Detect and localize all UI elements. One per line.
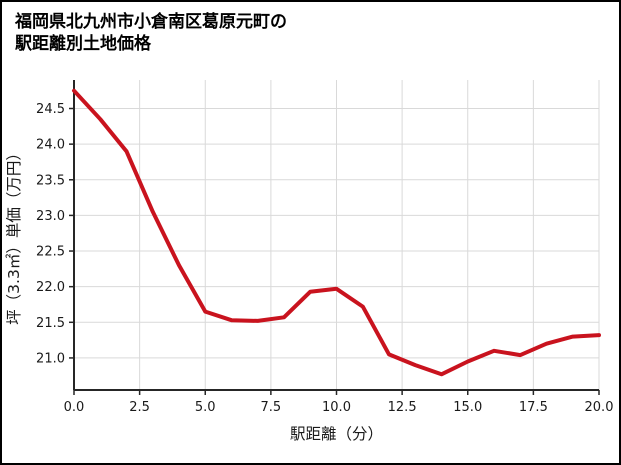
x-tick-label: 0.0 <box>64 400 85 415</box>
y-tick-label: 23.5 <box>36 173 65 188</box>
x-tick-label: 17.5 <box>519 400 548 415</box>
y-tick-label: 23.0 <box>36 209 65 224</box>
x-tick-label: 12.5 <box>388 400 417 415</box>
x-tick-label: 5.0 <box>195 400 216 415</box>
x-tick-label: 15.0 <box>453 400 482 415</box>
chart-title-line1: 福岡県北九州市小倉南区葛原元町の <box>15 12 287 32</box>
x-tick-label: 20.0 <box>585 400 614 415</box>
y-tick-label: 21.0 <box>36 351 65 366</box>
y-tick-label: 22.5 <box>36 244 65 259</box>
y-tick-label: 24.0 <box>36 138 65 153</box>
x-tick-label: 7.5 <box>261 400 282 415</box>
y-tick-label: 21.5 <box>36 316 65 331</box>
price-line <box>72 88 601 377</box>
chart-title: 福岡県北九州市小倉南区葛原元町の 駅距離別土地価格 <box>2 2 619 56</box>
line-chart: 0.0 2.5 5.0 7.5 10.0 12.5 15.0 17.5 20.0 21.0 21.5… <box>5 79 614 443</box>
x-tick-label: 2.5 <box>129 400 150 415</box>
y-tick-label: 24.5 <box>36 102 65 117</box>
chart-title-line2: 駅距離別土地価格 <box>15 34 151 55</box>
y-axis-label: 坪（3.3㎡）単価（万円） <box>5 145 23 325</box>
x-axis-label: 駅距離（分） <box>290 425 383 443</box>
y-tick-label: 22.0 <box>36 280 65 295</box>
x-tick-label: 10.0 <box>322 400 351 415</box>
